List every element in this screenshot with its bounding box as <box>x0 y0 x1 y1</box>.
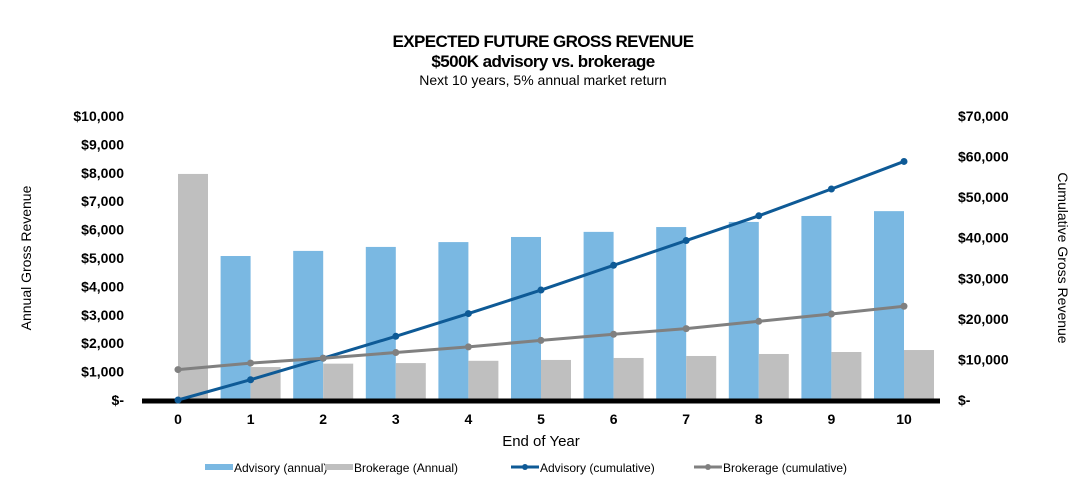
point-advisory-cumulative <box>827 185 835 193</box>
y2-tick-label: $40,000 <box>958 230 1009 246</box>
bar-brokerage-annual <box>758 353 789 400</box>
y-tick-label: $8,000 <box>81 165 124 181</box>
x-tick-label: 7 <box>682 411 690 427</box>
y-tick-label: $9,000 <box>81 136 124 152</box>
point-advisory-cumulative <box>392 332 400 340</box>
legend-swatch <box>325 464 353 470</box>
x-tick-label: 0 <box>174 411 182 427</box>
y-tick-label: $2,000 <box>81 335 124 351</box>
bar-brokerage-annual <box>468 360 499 400</box>
legend-label: Brokerage (cumulative) <box>723 461 847 475</box>
bar-brokerage-annual <box>686 355 717 400</box>
point-brokerage-cumulative <box>900 302 908 310</box>
legend-marker <box>522 464 528 470</box>
y2-tick-label: $70,000 <box>958 108 1009 124</box>
point-brokerage-cumulative <box>755 317 763 325</box>
point-advisory-cumulative <box>900 157 908 165</box>
legend-label: Advisory (cumulative) <box>540 461 655 475</box>
y-tick-label: $6,000 <box>81 222 124 238</box>
bar-brokerage-annual <box>904 350 934 400</box>
bar-advisory-annual <box>728 221 759 400</box>
x-tick-label: 1 <box>247 411 255 427</box>
bar-advisory-annual <box>583 231 614 400</box>
bar-advisory-annual <box>656 227 687 400</box>
y-axis-label: Annual Gross Revenue <box>18 185 34 330</box>
bar-brokerage-annual <box>613 357 644 400</box>
point-advisory-cumulative <box>464 310 472 318</box>
point-brokerage-cumulative <box>610 330 618 338</box>
y-tick-label: $7,000 <box>81 193 124 209</box>
x-tick-label: 3 <box>392 411 400 427</box>
legend-swatch <box>205 464 233 470</box>
point-brokerage-cumulative <box>537 336 545 344</box>
y-tick-label: $- <box>112 392 125 408</box>
y-tick-label: $5,000 <box>81 250 124 266</box>
y2-tick-label: $10,000 <box>958 351 1009 367</box>
y-tick-label: $3,000 <box>81 307 124 323</box>
y2-tick-label: $- <box>958 392 971 408</box>
y2-tick-label: $50,000 <box>958 189 1009 205</box>
y2-tick-label: $30,000 <box>958 270 1009 286</box>
bar-brokerage-annual <box>395 363 426 400</box>
point-brokerage-cumulative <box>827 310 835 318</box>
legend-label: Advisory (annual) <box>234 461 327 475</box>
point-brokerage-cumulative <box>682 325 690 333</box>
bar-brokerage-annual <box>178 173 208 400</box>
x-tick-label: 9 <box>828 411 836 427</box>
bar-brokerage-annual <box>323 363 354 400</box>
legend-label: Brokerage (Annual) <box>354 461 458 475</box>
bar-brokerage-annual <box>831 352 862 400</box>
bar-brokerage-annual <box>541 359 571 400</box>
x-tick-label: 5 <box>537 411 545 427</box>
bar-advisory-annual <box>801 215 832 400</box>
point-brokerage-cumulative <box>319 354 327 362</box>
point-advisory-cumulative <box>682 237 690 245</box>
x-tick-label: 6 <box>610 411 618 427</box>
x-tick-label: 4 <box>465 411 473 427</box>
chart-subtitle: $500K advisory vs. brokerage <box>431 52 654 71</box>
point-brokerage-cumulative <box>174 366 182 374</box>
point-brokerage-cumulative <box>464 343 472 351</box>
y-tick-label: $4,000 <box>81 278 124 294</box>
point-advisory-cumulative <box>537 286 545 294</box>
point-brokerage-cumulative <box>392 349 400 357</box>
point-advisory-cumulative <box>247 376 255 384</box>
bar-advisory-annual <box>511 236 541 400</box>
bar-advisory-annual <box>220 256 251 400</box>
point-advisory-cumulative <box>755 212 763 220</box>
bar-advisory-annual <box>365 246 396 400</box>
point-advisory-cumulative <box>174 396 182 404</box>
x-axis-label: End of Year <box>502 433 580 450</box>
y2-tick-label: $20,000 <box>958 311 1009 327</box>
y2-axis-label: Cumulative Gross Revenue <box>1055 172 1071 343</box>
point-advisory-cumulative <box>610 261 618 269</box>
chart-title: EXPECTED FUTURE GROSS REVENUE <box>393 32 694 51</box>
y-tick-label: $1,000 <box>81 364 124 380</box>
chart-subtitle2: Next 10 years, 5% annual market return <box>419 72 666 88</box>
point-brokerage-cumulative <box>247 359 255 367</box>
y2-tick-label: $60,000 <box>958 149 1009 165</box>
y-tick-label: $10,000 <box>73 108 124 124</box>
bar-advisory-annual <box>293 250 324 400</box>
x-tick-label: 10 <box>896 411 912 427</box>
legend-marker <box>705 464 711 470</box>
x-tick-label: 8 <box>755 411 763 427</box>
x-tick-label: 2 <box>319 411 327 427</box>
